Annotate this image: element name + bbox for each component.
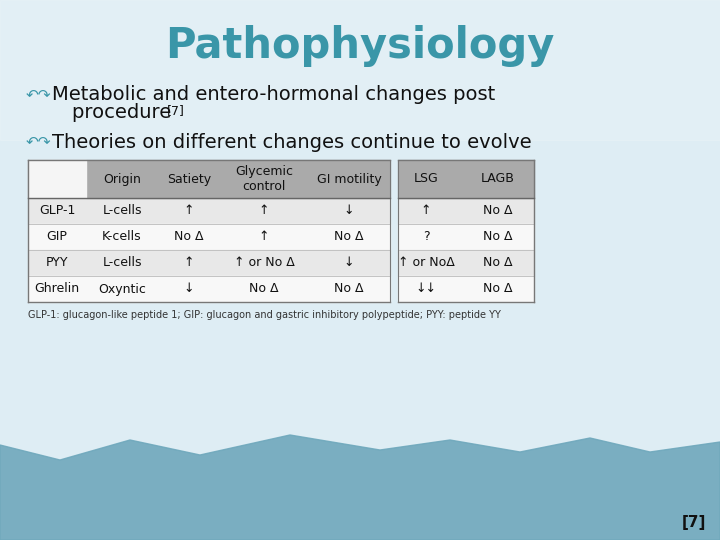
Text: L-cells: L-cells	[102, 256, 142, 269]
Text: ↶↷: ↶↷	[25, 134, 50, 150]
Text: L-cells: L-cells	[102, 205, 142, 218]
Bar	[398, 276, 534, 302]
Bar	[28, 224, 390, 250]
Text: No Δ: No Δ	[334, 282, 364, 295]
Text: K-cells: K-cells	[102, 231, 142, 244]
Text: ↓: ↓	[184, 282, 194, 295]
Text: ?: ?	[423, 231, 429, 244]
Text: Metabolic and entero-hormonal changes post: Metabolic and entero-hormonal changes po…	[52, 85, 495, 105]
Text: No Δ: No Δ	[174, 231, 204, 244]
Bar	[28, 250, 390, 276]
Bar	[398, 198, 534, 224]
Text: procedure: procedure	[72, 104, 178, 123]
Text: GLP-1: GLP-1	[39, 205, 75, 218]
Text: No Δ: No Δ	[483, 205, 513, 218]
Bar	[0, 0, 720, 140]
Text: Ghrelin: Ghrelin	[35, 282, 80, 295]
Text: [7]: [7]	[167, 105, 185, 118]
Text: ↑ or NoΔ: ↑ or NoΔ	[397, 256, 454, 269]
Text: ↓: ↓	[343, 256, 354, 269]
Text: ↑: ↑	[184, 205, 194, 218]
Bar	[28, 276, 390, 302]
Text: ↶↷: ↶↷	[25, 87, 50, 103]
Bar	[28, 160, 390, 198]
Text: No Δ: No Δ	[483, 282, 513, 295]
Text: Satiety: Satiety	[167, 172, 211, 186]
Text: Origin: Origin	[103, 172, 141, 186]
Text: LSG: LSG	[413, 172, 438, 186]
Text: ↑: ↑	[184, 256, 194, 269]
Text: PYY: PYY	[46, 256, 68, 269]
Bar	[28, 198, 390, 224]
Text: GI motility: GI motility	[317, 172, 382, 186]
Text: [7]: [7]	[682, 515, 706, 530]
Text: No Δ: No Δ	[334, 231, 364, 244]
Text: ↑ or No Δ: ↑ or No Δ	[233, 256, 294, 269]
Text: Glycemic
control: Glycemic control	[235, 165, 293, 193]
Text: LAGB: LAGB	[481, 172, 515, 186]
Text: ↓: ↓	[343, 205, 354, 218]
Text: GLP-1: glucagon-like peptide 1; GIP: glucagon and gastric inhibitory polypeptide: GLP-1: glucagon-like peptide 1; GIP: glu…	[28, 310, 501, 320]
Text: ↓↓: ↓↓	[415, 282, 436, 295]
Text: Theories on different changes continue to evolve: Theories on different changes continue t…	[52, 132, 531, 152]
Bar	[398, 250, 534, 276]
Text: ↑: ↑	[258, 205, 269, 218]
Text: No Δ: No Δ	[483, 231, 513, 244]
Text: ↑: ↑	[420, 205, 431, 218]
Bar	[28, 160, 86, 198]
Text: Pathophysiology: Pathophysiology	[166, 25, 554, 67]
Polygon shape	[0, 435, 720, 540]
Text: Oxyntic: Oxyntic	[98, 282, 146, 295]
Bar	[398, 160, 534, 198]
Text: GIP: GIP	[47, 231, 68, 244]
Text: No Δ: No Δ	[249, 282, 279, 295]
Text: ↑: ↑	[258, 231, 269, 244]
Text: No Δ: No Δ	[483, 256, 513, 269]
Bar	[398, 224, 534, 250]
